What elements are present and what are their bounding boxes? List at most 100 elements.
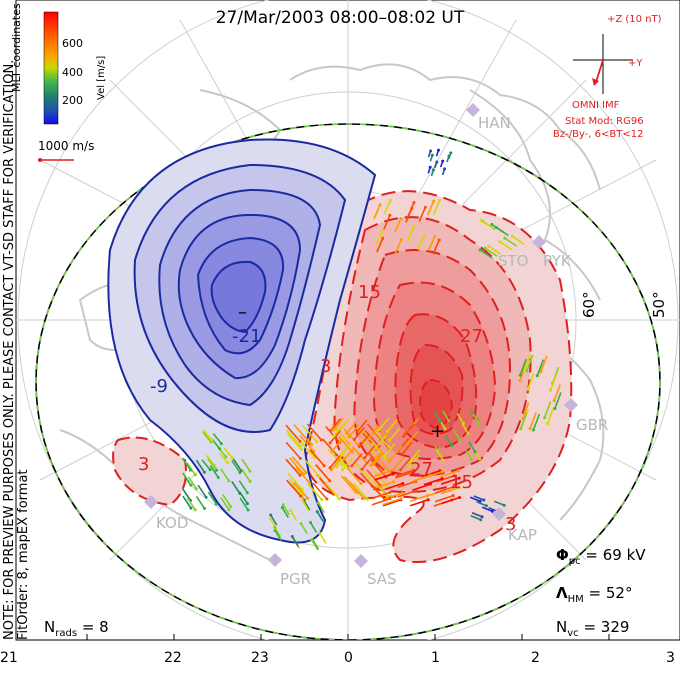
velocity-vector-origin	[360, 467, 364, 471]
velocity-vector-origin	[412, 468, 416, 472]
velocity-vector	[549, 374, 558, 391]
velocity-vector	[391, 445, 403, 459]
velocity-vector	[412, 483, 431, 491]
velocity-vector	[343, 476, 360, 494]
velocity-vector-origin	[309, 521, 312, 524]
velocity-vector-origin	[339, 453, 343, 457]
velocity-vector	[329, 418, 342, 432]
velocity-vector-origin	[289, 509, 293, 513]
velocity-vector	[488, 245, 502, 255]
velocity-vector-origin	[401, 482, 405, 485]
velocity-vector-origin	[280, 506, 284, 510]
velocity-vector	[203, 429, 213, 441]
velocity-vector	[207, 458, 217, 470]
velocity-vector-origin	[422, 234, 426, 238]
velocity-vector	[288, 478, 304, 496]
velocity-vector	[406, 226, 415, 242]
velocity-vector-origin	[437, 238, 441, 242]
velocity-vector	[285, 424, 301, 442]
contour-label: 3	[505, 514, 516, 535]
svg-text:+Z (10 nT): +Z (10 nT)	[607, 14, 662, 25]
velocity-vector-origin	[546, 422, 550, 425]
scale-vector-label: 1000 m/s	[38, 139, 94, 153]
velocity-vector	[352, 482, 369, 500]
velocity-vector-origin	[553, 407, 557, 410]
velocity-vector	[306, 423, 323, 441]
velocity-vector-origin	[368, 478, 372, 481]
velocity-vector	[375, 481, 394, 489]
velocity-vector-origin	[531, 428, 535, 432]
velocity-vector	[440, 477, 460, 485]
velocity-vector-origin	[451, 485, 455, 489]
velocity-vector	[376, 237, 384, 253]
velocity-vector-origin	[484, 504, 488, 508]
velocity-vector	[476, 501, 487, 507]
velocity-vector	[366, 469, 382, 487]
velocity-vector	[384, 443, 396, 457]
velocity-vector-origin	[330, 449, 334, 453]
velocity-vector	[403, 423, 415, 438]
contour-labels: -21 -9 3 15 27 27 15 3 3	[138, 282, 516, 535]
velocity-vector	[319, 477, 335, 495]
velocity-vector-origin	[388, 213, 392, 217]
velocity-vector-origin	[482, 498, 486, 502]
velocity-vector	[440, 469, 459, 478]
contour-label: -9	[150, 376, 168, 397]
velocity-vector-origin	[322, 464, 326, 468]
contour-label: 27	[410, 459, 433, 480]
velocity-vector-origin	[269, 513, 273, 517]
velocity-vector-origin	[443, 427, 447, 431]
velocity-vector-origin	[189, 506, 193, 510]
velocity-vector-origin	[306, 496, 310, 500]
colorbar	[43, 11, 59, 125]
velocity-vector-origin	[401, 491, 405, 495]
velocity-vector	[519, 412, 528, 429]
velocity-vector	[409, 499, 429, 507]
velocity-vector-origin	[248, 469, 252, 473]
velocity-vector	[355, 462, 371, 481]
velocity-vector-origin	[522, 368, 526, 372]
velocity-vector	[343, 428, 359, 446]
velocity-vector	[434, 486, 454, 494]
velocity-vector-origin	[224, 455, 228, 459]
velocity-vector-origin	[428, 473, 432, 477]
velocity-vector-origin	[372, 463, 376, 467]
velocity-vector-origin	[428, 165, 432, 169]
velocity-vector-origin	[399, 497, 403, 501]
velocity-vector	[473, 495, 485, 501]
velocity-vector	[293, 481, 309, 499]
velocity-vector	[304, 459, 320, 477]
velocity-vector-origin	[441, 159, 445, 163]
velocity-vector	[405, 208, 413, 223]
velocity-vector-origin	[378, 203, 382, 207]
velocity-vector-origin	[518, 379, 522, 382]
velocity-vector-origin	[218, 447, 222, 451]
velocity-vector	[270, 514, 278, 526]
velocity-vector	[442, 410, 450, 422]
velocity-vector	[351, 453, 363, 467]
velocity-vector	[311, 539, 319, 551]
velocity-vector	[241, 468, 251, 482]
velocity-vector-origin	[408, 460, 412, 464]
velocity-vector-origin	[315, 510, 319, 514]
velocity-vector	[207, 491, 217, 505]
velocity-vector	[195, 459, 206, 473]
map-title: 27/Mar/2003 08:00–08:02 UT	[215, 8, 465, 28]
velocity-vector-origin	[332, 434, 336, 438]
velocity-vector-origin	[227, 508, 231, 512]
velocity-vector-origin	[204, 495, 208, 499]
velocity-vector-origin	[451, 494, 455, 498]
velocity-vector	[315, 464, 331, 482]
mlt-tick-label: 2	[531, 650, 540, 666]
svg-text:400: 400	[62, 66, 83, 79]
velocity-vector-origin	[328, 479, 332, 483]
velocity-vector-origin	[414, 489, 418, 493]
velocity-vector	[303, 499, 311, 511]
velocity-vector	[543, 401, 552, 419]
velocity-vector	[370, 452, 382, 466]
velocity-vector	[470, 515, 481, 521]
velocity-vector-origin	[229, 505, 233, 509]
velocity-vector	[393, 456, 405, 470]
velocity-vector	[479, 249, 493, 259]
